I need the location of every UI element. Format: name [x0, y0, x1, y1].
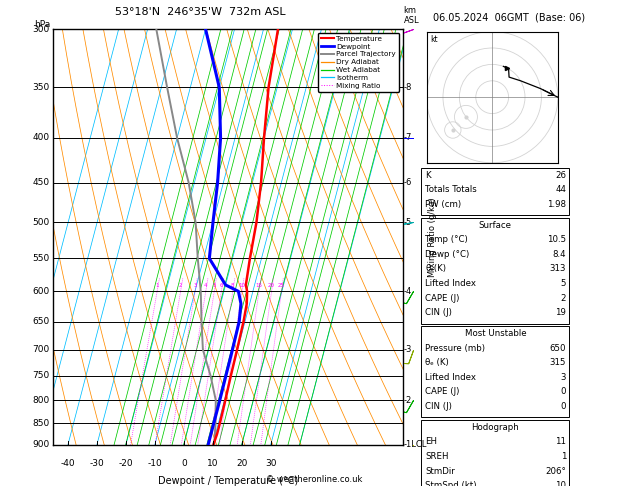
Text: 3: 3: [560, 373, 566, 382]
Text: © weatheronline.co.uk: © weatheronline.co.uk: [266, 474, 363, 484]
Text: 6: 6: [220, 283, 223, 288]
Text: 300: 300: [32, 25, 49, 34]
Text: 600: 600: [32, 287, 49, 296]
Text: 650: 650: [550, 344, 566, 353]
Text: 700: 700: [32, 345, 49, 354]
Text: Dewpoint / Temperature (°C): Dewpoint / Temperature (°C): [158, 476, 298, 486]
Text: Lifted Index: Lifted Index: [425, 373, 476, 382]
Text: Temp (°C): Temp (°C): [425, 235, 468, 244]
Text: km
ASL: km ASL: [404, 6, 420, 25]
Text: -10: -10: [147, 459, 162, 468]
Legend: Temperature, Dewpoint, Parcel Trajectory, Dry Adiabat, Wet Adiabat, Isotherm, Mi: Temperature, Dewpoint, Parcel Trajectory…: [318, 33, 399, 92]
Text: 15: 15: [255, 283, 262, 288]
Text: 750: 750: [32, 371, 49, 380]
Text: 4: 4: [204, 283, 208, 288]
Text: 20: 20: [236, 459, 247, 468]
Text: 650: 650: [32, 317, 49, 326]
Text: 30: 30: [265, 459, 277, 468]
Text: 800: 800: [32, 396, 49, 405]
Text: 400: 400: [32, 134, 49, 142]
Text: 8.4: 8.4: [552, 250, 566, 259]
Text: 5: 5: [560, 279, 566, 288]
Text: 06.05.2024  06GMT  (Base: 06): 06.05.2024 06GMT (Base: 06): [433, 12, 586, 22]
Text: 26: 26: [555, 171, 566, 180]
Text: Most Unstable: Most Unstable: [465, 329, 526, 338]
Text: 2: 2: [560, 294, 566, 303]
Text: 450: 450: [32, 178, 49, 187]
Text: Dewp (°C): Dewp (°C): [425, 250, 469, 259]
Text: 0: 0: [560, 402, 566, 411]
Text: K: K: [425, 171, 431, 180]
Text: 2: 2: [179, 283, 182, 288]
Text: Hodograph: Hodograph: [472, 423, 519, 432]
Text: 10: 10: [238, 283, 245, 288]
Text: Surface: Surface: [479, 221, 512, 230]
Text: 25: 25: [278, 283, 285, 288]
Text: StmSpd (kt): StmSpd (kt): [425, 481, 477, 486]
Text: 8: 8: [231, 283, 235, 288]
Text: 313: 313: [550, 264, 566, 274]
Text: 315: 315: [550, 358, 566, 367]
Text: θₑ (K): θₑ (K): [425, 358, 449, 367]
Text: -30: -30: [89, 459, 104, 468]
Text: -7: -7: [404, 134, 412, 142]
Text: 10.5: 10.5: [547, 235, 566, 244]
Text: -5: -5: [404, 218, 412, 227]
Text: 1: 1: [155, 283, 159, 288]
Text: -6: -6: [404, 178, 412, 187]
Text: 5: 5: [213, 283, 216, 288]
Text: 900: 900: [32, 440, 49, 449]
Text: Totals Totals: Totals Totals: [425, 185, 477, 194]
Text: Pressure (mb): Pressure (mb): [425, 344, 485, 353]
Text: -4: -4: [404, 287, 412, 296]
Text: CAPE (J): CAPE (J): [425, 294, 460, 303]
Text: hPa: hPa: [34, 20, 50, 29]
Text: 500: 500: [32, 218, 49, 227]
Text: 850: 850: [32, 418, 49, 428]
Text: -20: -20: [119, 459, 133, 468]
Text: 0: 0: [560, 387, 566, 397]
Text: 11: 11: [555, 437, 566, 447]
Text: CIN (J): CIN (J): [425, 308, 452, 317]
Text: 0: 0: [181, 459, 187, 468]
Text: θₑ(K): θₑ(K): [425, 264, 446, 274]
Text: CIN (J): CIN (J): [425, 402, 452, 411]
Text: -1LCL: -1LCL: [404, 440, 427, 449]
Text: 10: 10: [207, 459, 218, 468]
Text: Mixing Ratio (g/kg): Mixing Ratio (g/kg): [428, 197, 437, 277]
Text: PW (cm): PW (cm): [425, 200, 461, 209]
Text: CAPE (J): CAPE (J): [425, 387, 460, 397]
Text: kt: kt: [430, 35, 438, 44]
Text: 1.98: 1.98: [547, 200, 566, 209]
Text: Lifted Index: Lifted Index: [425, 279, 476, 288]
Text: -8: -8: [404, 83, 412, 92]
Text: -3: -3: [404, 345, 412, 354]
Text: 44: 44: [555, 185, 566, 194]
Text: -40: -40: [60, 459, 75, 468]
Text: 20: 20: [268, 283, 275, 288]
Text: 550: 550: [32, 254, 49, 263]
Text: EH: EH: [425, 437, 437, 447]
Text: 19: 19: [555, 308, 566, 317]
Text: 350: 350: [32, 83, 49, 92]
Text: SREH: SREH: [425, 452, 448, 461]
Text: StmDir: StmDir: [425, 467, 455, 476]
Text: -2: -2: [404, 396, 412, 405]
Text: 10: 10: [555, 481, 566, 486]
Text: 53°18'N  246°35'W  732m ASL: 53°18'N 246°35'W 732m ASL: [114, 7, 286, 17]
Text: 1: 1: [560, 452, 566, 461]
Text: 3: 3: [193, 283, 197, 288]
Text: 206°: 206°: [545, 467, 566, 476]
